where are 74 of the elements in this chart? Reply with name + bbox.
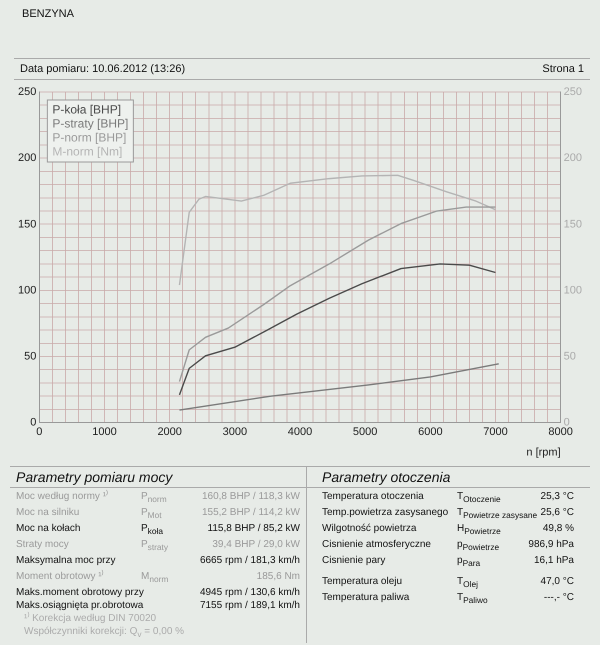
text: Współczynniki korekcji: Q$_{v}$ = 0,00 % [24, 626, 184, 639]
text: 160,8 BHP / 118,3 kW [202, 491, 300, 502]
x-tick-label: 7000 [483, 426, 508, 438]
text: P$_{straty}$ [141, 539, 168, 552]
text: P-koła [BHP] [52, 102, 122, 116]
text: Temperatura otoczenia [322, 491, 424, 502]
text: Strona 1 [542, 63, 584, 75]
x-tick-label: 3000 [222, 426, 248, 438]
x-tick-label: 4000 [288, 426, 312, 438]
text: 16,1 hPa [534, 555, 574, 566]
text: H$_{Powietrze}$ [457, 523, 501, 536]
y2-tick-label: 100 [564, 284, 582, 296]
text: 47,0 °C [540, 576, 574, 587]
x-tick-label: 2000 [157, 426, 182, 438]
text: Wilgotność powietrza [322, 523, 416, 534]
text: 25,6 °C [540, 507, 574, 518]
text: ---,- °C [544, 592, 574, 603]
y2-tick-label: 250 [564, 86, 582, 98]
y-tick-label: 50 [24, 350, 36, 363]
text: P$_{koła}$ [141, 523, 163, 536]
text: P$_{norm}$ [141, 491, 167, 504]
text: Cisnienie pary [322, 555, 386, 566]
text: 39,4 BHP / 29,0 kW [212, 539, 300, 550]
text: Temp.powietrza zasysanego [322, 507, 448, 518]
text: Maksymalna moc przy [16, 555, 116, 566]
text: Parametry otoczenia [322, 469, 450, 485]
text: 185,6 Nm [256, 571, 300, 582]
text: T$_{Otoczenie}$ [457, 491, 501, 504]
y2-tick-label: 150 [564, 218, 582, 230]
text: 7155 rpm / 189,1 km/h [200, 600, 300, 611]
text: Moment obrotowy ¹⁾ [16, 571, 104, 582]
text: Temperatura paliwa [322, 592, 410, 603]
x-tick-label: 6000 [418, 426, 443, 438]
text: Parametry pomiaru mocy [16, 469, 172, 485]
y-tick-label: 150 [18, 218, 36, 230]
text: Maks.moment obrotowy przy [16, 587, 144, 598]
x-tick-label: 8000 [548, 426, 573, 438]
text: 49,8 % [542, 523, 574, 534]
text: T$_{Olej}$ [457, 576, 478, 589]
text: p$_{Powietrze}$ [457, 539, 500, 552]
text: Moc na silniku [16, 507, 80, 518]
text: Moc według normy ¹⁾ [16, 491, 108, 502]
y-tick-label: 0 [30, 416, 36, 429]
y-tick-label: 100 [18, 284, 36, 296]
text: Data pomiaru: 10.06.2012 (13:26) [20, 63, 186, 75]
y-tick-label: 200 [18, 152, 36, 164]
text: P-straty [BHP] [52, 116, 128, 130]
text: 155,2 BHP / 114,2 kW [202, 507, 300, 518]
text: ¹⁾ Korekcja według DIN 70020 [24, 613, 156, 624]
text: BENZYNA [22, 8, 74, 20]
text: 986,9 hPa [528, 539, 574, 550]
y2-tick-label: 200 [564, 152, 582, 164]
text: Moc na kołach [16, 523, 80, 534]
text: P$_{Mot}$ [141, 507, 162, 520]
text: 115,8 BHP / 85,2 kW [208, 523, 300, 534]
x-axis-title: n [rpm] [526, 446, 561, 458]
text: P-norm [BHP] [52, 130, 126, 144]
y-tick-label: 250 [18, 86, 36, 98]
text: 4945 rpm / 130,6 km/h [200, 587, 300, 598]
y2-tick-label: 50 [564, 350, 576, 363]
text: M$_{norm}$ [141, 571, 168, 584]
text: M-norm [Nm] [52, 144, 122, 158]
text: Cisnienie atmosferyczne [322, 539, 431, 550]
x-tick-label: 1000 [92, 426, 117, 438]
text: 25,3 °C [540, 491, 574, 502]
text: 6665 rpm / 181,3 km/h [200, 555, 300, 566]
text: Temperatura oleju [322, 576, 402, 587]
text: T$_{Paliwo}$ [457, 592, 488, 605]
y2-tick-label: 0 [564, 416, 570, 429]
text: T$_{Powietrze zasysane}$ [457, 507, 538, 520]
x-tick-label: 5000 [352, 426, 378, 438]
text: Straty mocy [16, 539, 69, 550]
text: Maks.osiągnięta pr.obrotowa [16, 600, 144, 611]
text: p$_{Para}$ [457, 555, 480, 568]
